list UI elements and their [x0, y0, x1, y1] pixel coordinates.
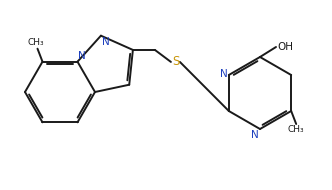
Text: N: N	[220, 69, 228, 79]
Text: N: N	[102, 37, 110, 47]
Text: CH₃: CH₃	[288, 125, 304, 134]
Text: OH: OH	[277, 42, 293, 52]
Text: S: S	[172, 55, 179, 68]
Text: N: N	[251, 130, 259, 140]
Text: CH₃: CH₃	[27, 38, 44, 47]
Text: N: N	[78, 51, 86, 61]
